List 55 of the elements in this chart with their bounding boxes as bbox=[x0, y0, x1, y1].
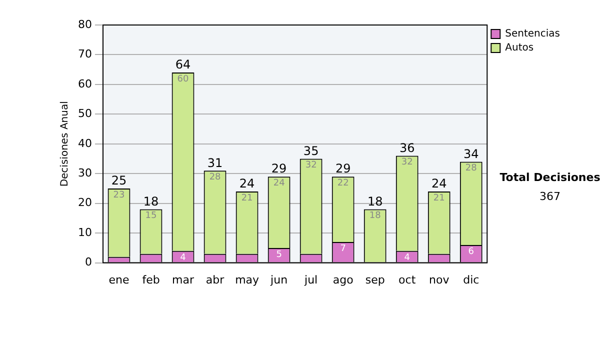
total-label: 24 bbox=[239, 176, 255, 191]
y-tick-label: 50 bbox=[78, 107, 92, 120]
data-label: 4 bbox=[404, 252, 410, 263]
data-label: 5 bbox=[276, 250, 282, 260]
data-label: 22 bbox=[337, 178, 349, 188]
data-label: 28 bbox=[209, 172, 222, 182]
y-tick-label: 60 bbox=[78, 77, 92, 90]
data-label: 21 bbox=[433, 193, 445, 204]
x-tick-label: abr bbox=[206, 273, 225, 286]
y-tick-label: 80 bbox=[78, 18, 92, 31]
data-label: 7 bbox=[340, 244, 346, 254]
x-tick-label: mar bbox=[172, 273, 194, 286]
data-label: 18 bbox=[369, 211, 382, 222]
legend-label: Autos bbox=[505, 42, 534, 54]
x-tick-label: jun bbox=[270, 273, 288, 286]
y-tick-label: 30 bbox=[78, 166, 92, 180]
legend-label: Sentencias bbox=[505, 28, 560, 40]
y-tick-label: 10 bbox=[78, 226, 92, 239]
total-label: 18 bbox=[143, 194, 159, 208]
data-label: 15 bbox=[145, 211, 157, 222]
data-label: 32 bbox=[401, 158, 413, 168]
total-label: 36 bbox=[399, 140, 415, 155]
y-tick-label: 20 bbox=[78, 196, 92, 210]
x-tick-label: may bbox=[235, 273, 260, 286]
text: 367 bbox=[540, 190, 560, 203]
x-tick-label: nov bbox=[429, 273, 450, 286]
total-label: 31 bbox=[207, 156, 223, 170]
data-label: 24 bbox=[273, 178, 286, 188]
y-tick-label: 40 bbox=[78, 136, 92, 150]
total-label: 34 bbox=[463, 146, 479, 161]
x-tick-label: jul bbox=[304, 273, 318, 286]
x-tick-label: ago bbox=[332, 273, 354, 286]
x-tick-label: ene bbox=[108, 273, 130, 286]
data-label: 21 bbox=[241, 193, 253, 204]
total-label: 64 bbox=[175, 58, 191, 72]
data-label: 4 bbox=[180, 252, 186, 263]
total-label: 24 bbox=[431, 176, 447, 191]
x-tick-label: sep bbox=[365, 273, 385, 286]
y-axis-title: Decisiones Anual bbox=[60, 101, 71, 187]
data-label: 23 bbox=[113, 190, 125, 200]
data-label: 60 bbox=[177, 74, 190, 84]
total-label: 35 bbox=[303, 144, 319, 158]
x-tick-label: feb bbox=[142, 273, 160, 286]
data-label: 32 bbox=[305, 160, 317, 171]
total-label: 29 bbox=[335, 162, 351, 176]
total-label: 29 bbox=[271, 162, 287, 176]
x-tick-label: dic bbox=[463, 273, 480, 286]
data-label: 6 bbox=[468, 246, 474, 257]
total-label: 25 bbox=[111, 174, 127, 188]
x-tick-label: oct bbox=[398, 273, 416, 286]
y-tick-label: 0 bbox=[84, 256, 92, 269]
total-label: 18 bbox=[367, 194, 383, 208]
text: Total Decisiones bbox=[500, 170, 600, 184]
data-label: 28 bbox=[465, 164, 478, 174]
y-tick-label: 70 bbox=[78, 48, 92, 61]
